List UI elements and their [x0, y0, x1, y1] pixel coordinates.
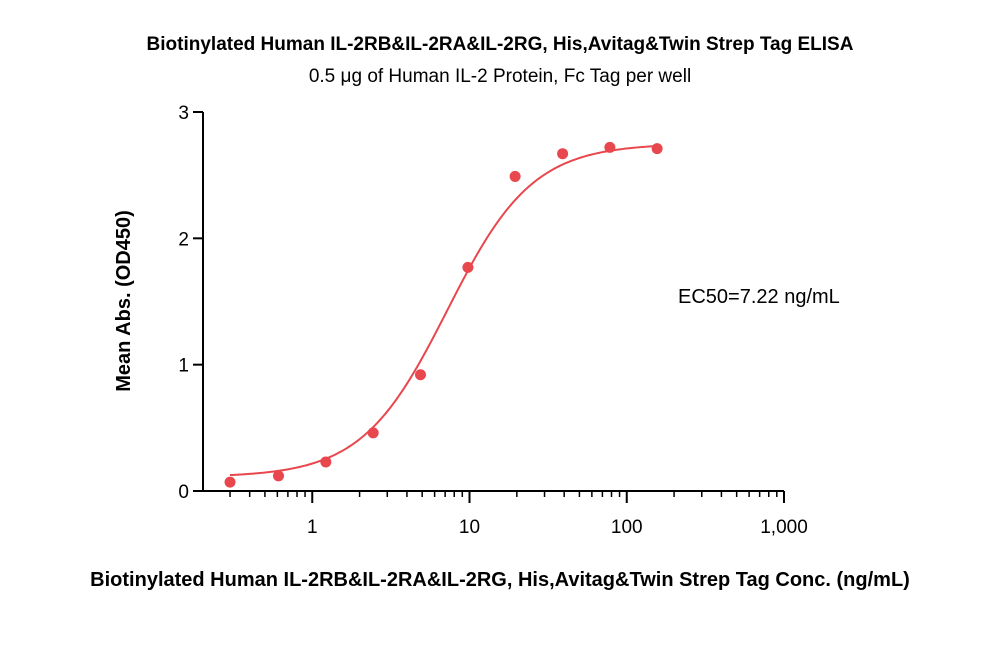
axes: 0 1 2 3 1 10 100 1,000 [178, 103, 807, 538]
data-point [651, 143, 663, 155]
fit-curve [229, 145, 658, 477]
data-point [509, 170, 521, 182]
data-point [462, 261, 474, 273]
x-tick-label: 100 [611, 517, 643, 538]
y-tick-label: 2 [178, 229, 189, 250]
data-points [224, 141, 663, 488]
data-point [367, 427, 379, 439]
chart-subtitle: 0.5 μg of Human IL-2 Protein, Fc Tag per… [309, 66, 691, 87]
y-tick-label: 0 [178, 482, 189, 503]
data-point [320, 456, 332, 468]
y-tick-label: 3 [178, 103, 189, 124]
x-tick-label: 1,000 [760, 517, 808, 538]
x-tick-label: 10 [459, 517, 480, 538]
data-point [224, 476, 236, 488]
data-point [604, 141, 616, 153]
data-point [415, 369, 427, 381]
data-point [557, 148, 569, 160]
ec50-annotation: EC50=7.22 ng/mL [678, 286, 840, 308]
chart-title: Biotinylated Human IL-2RB&IL-2RA&IL-2RG,… [147, 34, 854, 55]
data-point [272, 470, 284, 482]
x-axis-label: Biotinylated Human IL-2RB&IL-2RA&IL-2RG,… [90, 569, 910, 591]
y-axis-label: Mean Abs. (OD450) [113, 210, 135, 392]
y-tick-label: 1 [178, 356, 189, 377]
x-tick-label: 1 [307, 517, 318, 538]
